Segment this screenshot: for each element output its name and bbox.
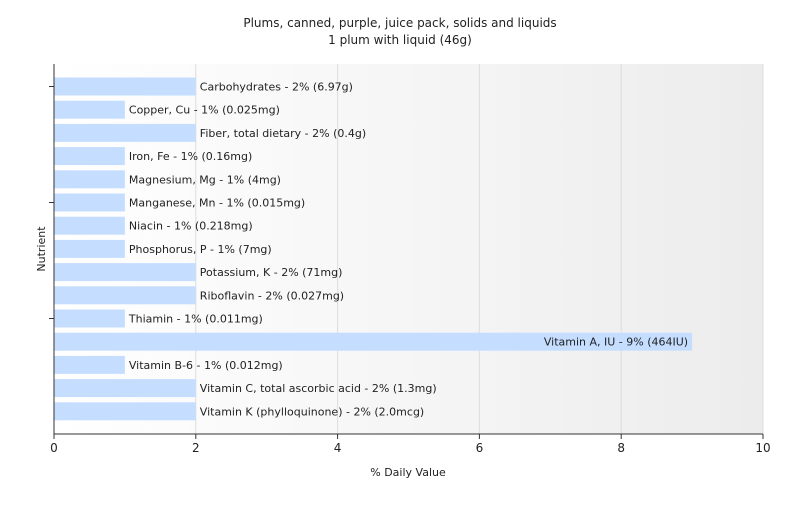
bar-6	[54, 216, 125, 235]
bar-8	[54, 263, 196, 282]
chart-subtitle: 1 plum with liquid (46g)	[328, 33, 472, 47]
x-axis-title: % Daily Value	[370, 466, 446, 479]
bar-label-13: Vitamin C, total ascorbic acid - 2% (1.3…	[200, 382, 437, 395]
bar-11	[54, 332, 693, 351]
bar-label-6: Niacin - 1% (0.218mg)	[129, 220, 253, 233]
bar-0	[54, 77, 196, 96]
bar-5	[54, 193, 125, 212]
x-tick-label-2: 4	[334, 441, 342, 455]
x-tick-label-4: 8	[617, 441, 625, 455]
axes: 0 2 4 6 8 10	[49, 64, 771, 455]
bar-label-2: Fiber, total dietary - 2% (0.4g)	[200, 127, 366, 140]
bar-label-4: Magnesium, Mg - 1% (4mg)	[129, 173, 281, 186]
bar-label-7: Phosphorus, P - 1% (7mg)	[129, 243, 272, 256]
bar-4	[54, 170, 125, 189]
bar-label-12: Vitamin B-6 - 1% (0.012mg)	[129, 359, 283, 372]
bar-label-9: Riboflavin - 2% (0.027mg)	[200, 289, 344, 302]
bar-1	[54, 100, 125, 119]
bar-14	[54, 402, 196, 421]
bar-12	[54, 355, 125, 374]
bar-9	[54, 286, 196, 305]
bar-3	[54, 147, 125, 166]
x-tick-label-0: 0	[50, 441, 58, 455]
bar-7	[54, 239, 125, 258]
bar-label-1: Copper, Cu - 1% (0.025mg)	[129, 104, 280, 117]
y-axis-title: Nutrient	[35, 226, 48, 272]
bars: Carbohydrates - 2% (6.97g) Copper, Cu - 1…	[54, 77, 693, 421]
bar-10	[54, 309, 125, 328]
chart-title: Plums, canned, purple, juice pack, solid…	[243, 16, 556, 30]
bar-label-8: Potassium, K - 2% (71mg)	[200, 266, 343, 279]
x-tick-label-3: 6	[476, 441, 484, 455]
bar-label-0: Carbohydrates - 2% (6.97g)	[200, 81, 353, 94]
bar-label-14: Vitamin K (phylloquinone) - 2% (2.0mcg)	[200, 405, 424, 418]
bar-2	[54, 123, 196, 142]
bar-label-5: Manganese, Mn - 1% (0.015mg)	[129, 197, 305, 210]
bar-label-10: Thiamin - 1% (0.011mg)	[128, 313, 263, 326]
x-tick-label-5: 10	[755, 441, 770, 455]
bar-label-11: Vitamin A, IU - 9% (464IU)	[544, 336, 688, 349]
bar-13	[54, 379, 196, 398]
bar-label-3: Iron, Fe - 1% (0.16mg)	[129, 150, 252, 163]
x-tick-label-1: 2	[192, 441, 200, 455]
